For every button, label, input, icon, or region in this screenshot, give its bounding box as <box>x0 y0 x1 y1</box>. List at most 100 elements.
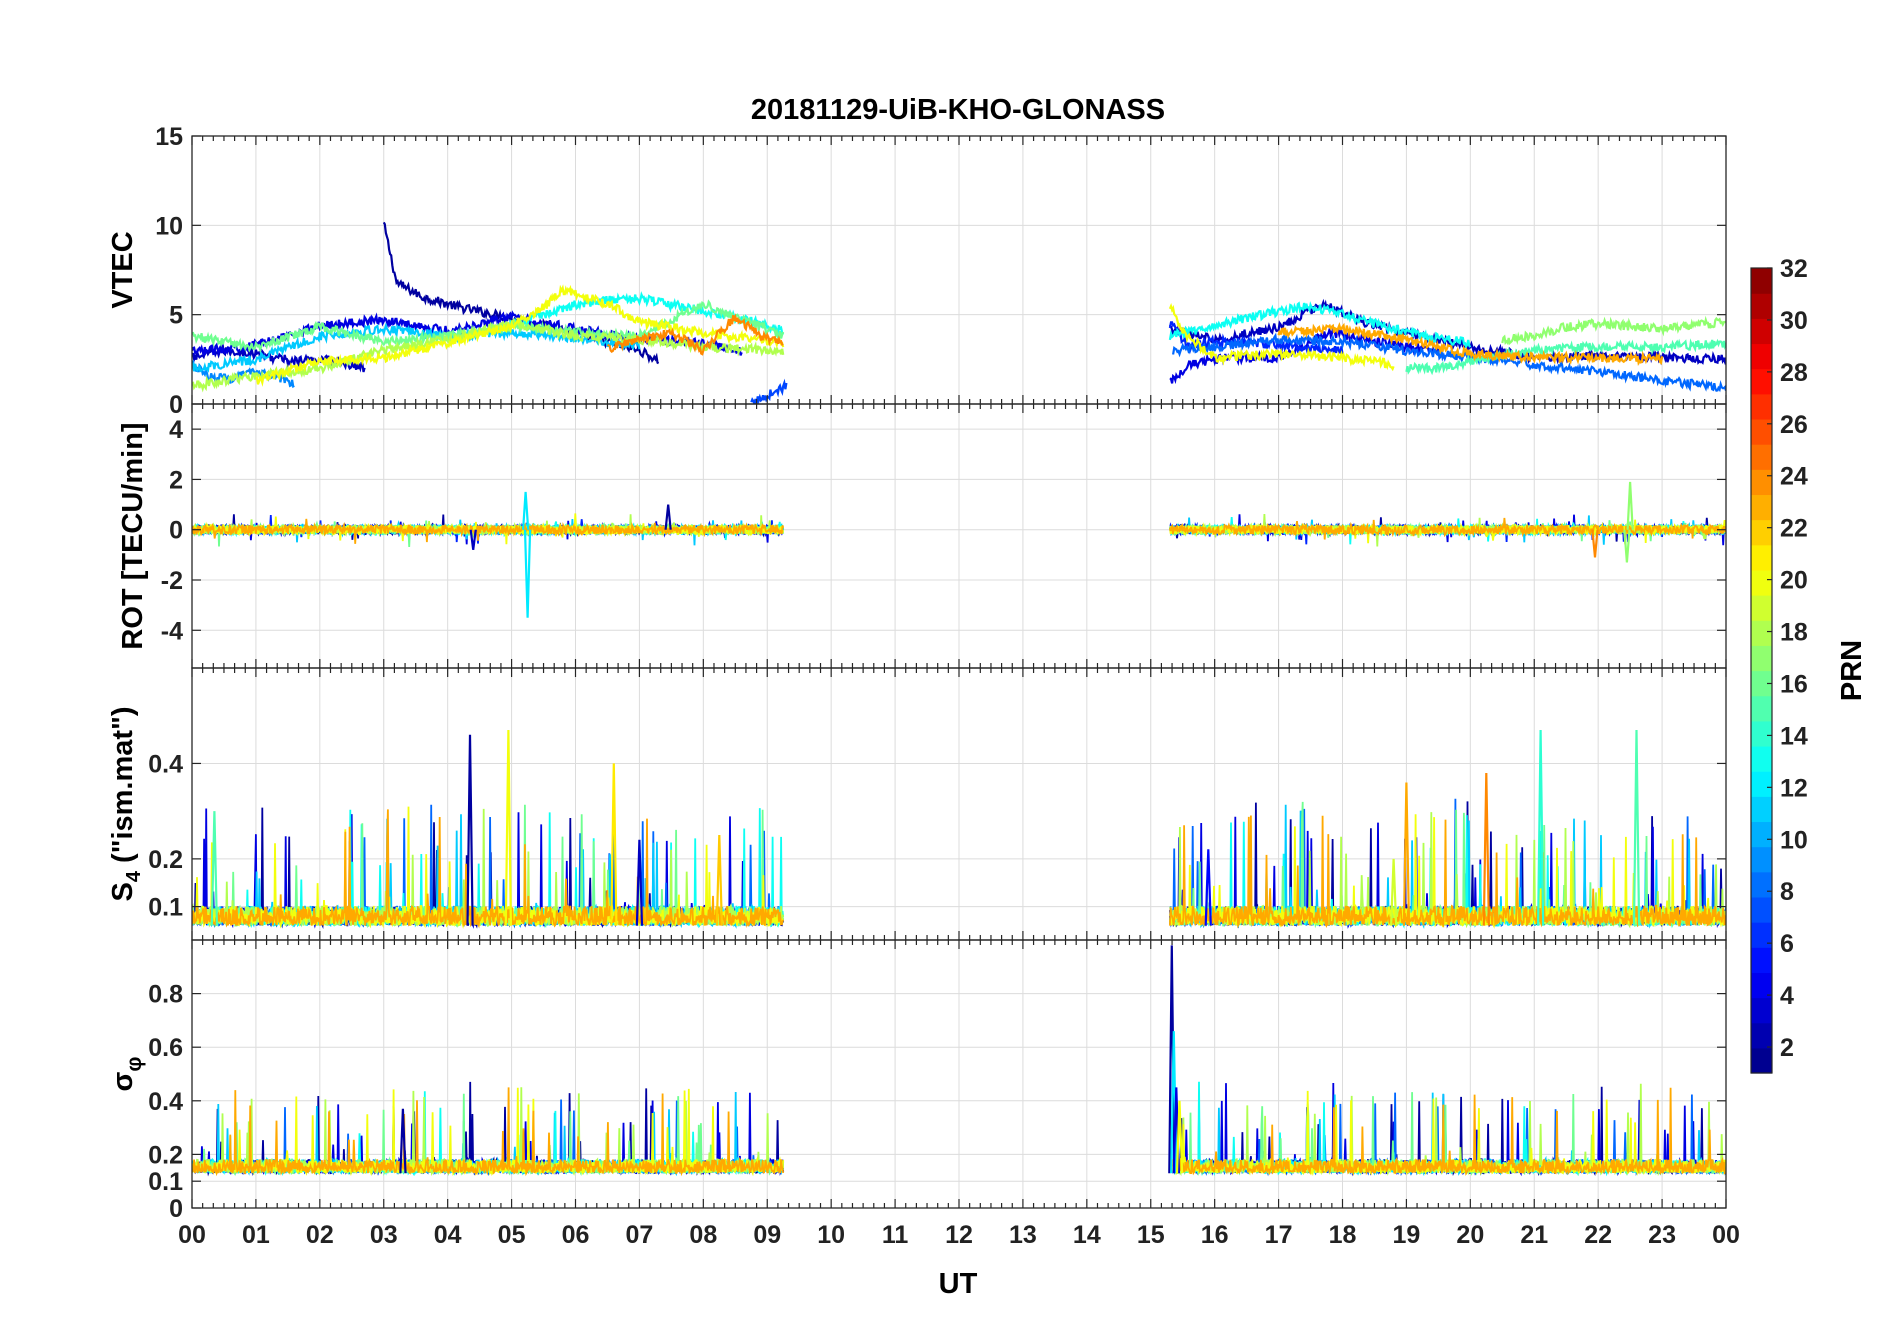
y-tick-label: 5 <box>169 302 183 330</box>
y-axis-label-vtec: VTEC <box>107 231 139 308</box>
colorbar-segment <box>1751 871 1772 898</box>
y-tick-label: 0.4 <box>148 750 183 778</box>
colorbar-segment <box>1751 670 1772 697</box>
x-tick-label: 01 <box>242 1221 270 1249</box>
colorbar-tick-label: 22 <box>1780 515 1808 543</box>
x-tick-label: 05 <box>498 1221 526 1249</box>
colorbar-segment <box>1751 896 1772 923</box>
sigma_phi-trace-prn-13 <box>1169 1081 1726 1177</box>
s4-trace-prn-23 <box>192 809 785 929</box>
colorbar-segment <box>1751 720 1772 747</box>
colorbar-tick-label: 28 <box>1780 359 1808 387</box>
colorbar-tick-label: 14 <box>1780 722 1808 750</box>
x-tick-label: 02 <box>306 1221 334 1249</box>
x-tick-label: 08 <box>689 1221 717 1249</box>
vtec-trace-prn-20 <box>255 284 785 387</box>
panel-rot: -4 -2 0 2 4 ROT [TECU/min] <box>117 403 1727 669</box>
colorbar-segment <box>1751 268 1772 294</box>
colorbar-segment <box>1751 997 1772 1024</box>
s4-spike-prn-14 <box>1537 729 1545 926</box>
x-tick-label: 15 <box>1137 1221 1165 1249</box>
colorbar-segment <box>1751 519 1772 546</box>
panel-s4: 0.1 0.2 0.4S4 ("ism.mat") <box>107 667 1727 941</box>
x-tick-label: 13 <box>1009 1221 1037 1249</box>
x-tick-label: 03 <box>370 1221 398 1249</box>
vtec-trace-prn-17 <box>1501 315 1726 346</box>
y-tick-label: 0.6 <box>148 1034 183 1062</box>
s4-spike-prn-20 <box>504 729 512 926</box>
x-tick-label: 10 <box>817 1221 845 1249</box>
x-tick-label: 04 <box>434 1221 462 1249</box>
colorbar-segment <box>1751 444 1772 470</box>
s4-spike-prn-15 <box>210 811 218 926</box>
y-tick-label: 0.4 <box>148 1088 183 1116</box>
panel-traces <box>192 945 1726 1177</box>
y-tick-label: 4 <box>169 416 183 444</box>
colorbar-segment <box>1751 645 1772 672</box>
y-tick-label: -4 <box>161 617 183 645</box>
s4-spike-prn-24 <box>1482 772 1490 926</box>
colorbar-tick-label: 18 <box>1780 619 1808 647</box>
vtec-trace-prn-24 <box>606 313 784 356</box>
x-tick-label: 18 <box>1329 1221 1357 1249</box>
colorbar-segment <box>1751 745 1772 772</box>
colorbar-segment <box>1751 821 1772 848</box>
colorbar-segment <box>1751 318 1772 345</box>
x-tick-label: 21 <box>1520 1221 1548 1249</box>
y-axis-label-sigma_phi: σφ <box>107 1057 146 1092</box>
y-tick-label: 0.2 <box>148 846 183 874</box>
panel-traces <box>192 481 1726 618</box>
rot-spike-prn-2 <box>664 504 672 530</box>
colorbar-tick-label: 2 <box>1780 1034 1794 1062</box>
sigma_phi-trace-prn-23 <box>192 1087 785 1177</box>
colorbar-segment <box>1751 620 1772 646</box>
y-tick-label: 0.1 <box>148 894 183 922</box>
x-tick-label: 09 <box>753 1221 781 1249</box>
y-tick-label: -2 <box>161 567 183 595</box>
x-tick-label: 20 <box>1456 1221 1484 1249</box>
x-tick-label: 07 <box>626 1221 654 1249</box>
y-tick-label: 0.8 <box>148 981 183 1009</box>
y-axis-label-rot: ROT [TECU/min] <box>117 422 149 649</box>
x-tick-labels: 00 01 02 03 04 05 06 07 08 09 10 11 12 13 14 15 16 17 18 19… <box>178 1221 1740 1249</box>
rot-spike-prn-17 <box>1623 529 1631 563</box>
colorbar-tick-label: 24 <box>1780 463 1808 491</box>
colorbar-segment <box>1751 972 1772 999</box>
colorbar-tick-label: 12 <box>1780 774 1808 802</box>
y-tick-label: 0 <box>169 517 183 545</box>
colorbar-tick-label: 20 <box>1780 567 1808 595</box>
colorbar-tick-label: 4 <box>1780 982 1794 1010</box>
s4-spike-prn-3 <box>635 839 644 926</box>
y-tick-label: 0 <box>169 391 183 419</box>
colorbar-segment <box>1751 368 1772 395</box>
colorbar-label: PRN <box>1836 640 1868 701</box>
panel-vtec: 0 5 10 15 VTEC <box>107 123 1727 419</box>
colorbar-segment <box>1751 595 1772 621</box>
sigma_phi-spike-prn-2 <box>399 1108 407 1174</box>
rot-spike-prn-3 <box>469 529 477 550</box>
vtec-trace-prn-23 <box>1277 321 1664 366</box>
y-tick-label: 0.1 <box>148 1168 183 1196</box>
y-tick-label: 2 <box>169 466 183 494</box>
s4-spike-prn-5 <box>1204 849 1212 926</box>
panel-sigma_phi: 00.10.2 0.4 0.6 0.8 σφ <box>107 939 1727 1223</box>
colorbar-tick-label: 26 <box>1780 411 1808 439</box>
x-axis-label: UT <box>939 1268 978 1300</box>
sigma_phi-spike-prn-20 <box>1175 1100 1184 1174</box>
colorbar-segment <box>1751 771 1772 797</box>
colorbar-segment <box>1751 293 1772 319</box>
s4-spike-prn-23 <box>1402 782 1411 926</box>
y-axis-label-s4: S4 ("ism.mat") <box>107 707 145 902</box>
colorbar-segment <box>1751 947 1772 973</box>
s4-spike-prn-19 <box>1390 858 1398 926</box>
x-tick-label: 00 <box>1712 1221 1740 1249</box>
vtec-trace-prn-13 <box>1168 301 1472 349</box>
rot-spike-prn-12 <box>522 491 530 530</box>
panel-traces <box>192 221 1726 404</box>
rot-spike-prn-12 <box>523 529 532 618</box>
colorbar-segment <box>1751 418 1772 445</box>
x-tick-label: 00 <box>178 1221 206 1249</box>
s4-spike-prn-21 <box>610 763 618 926</box>
colorbar-segment <box>1751 569 1772 596</box>
